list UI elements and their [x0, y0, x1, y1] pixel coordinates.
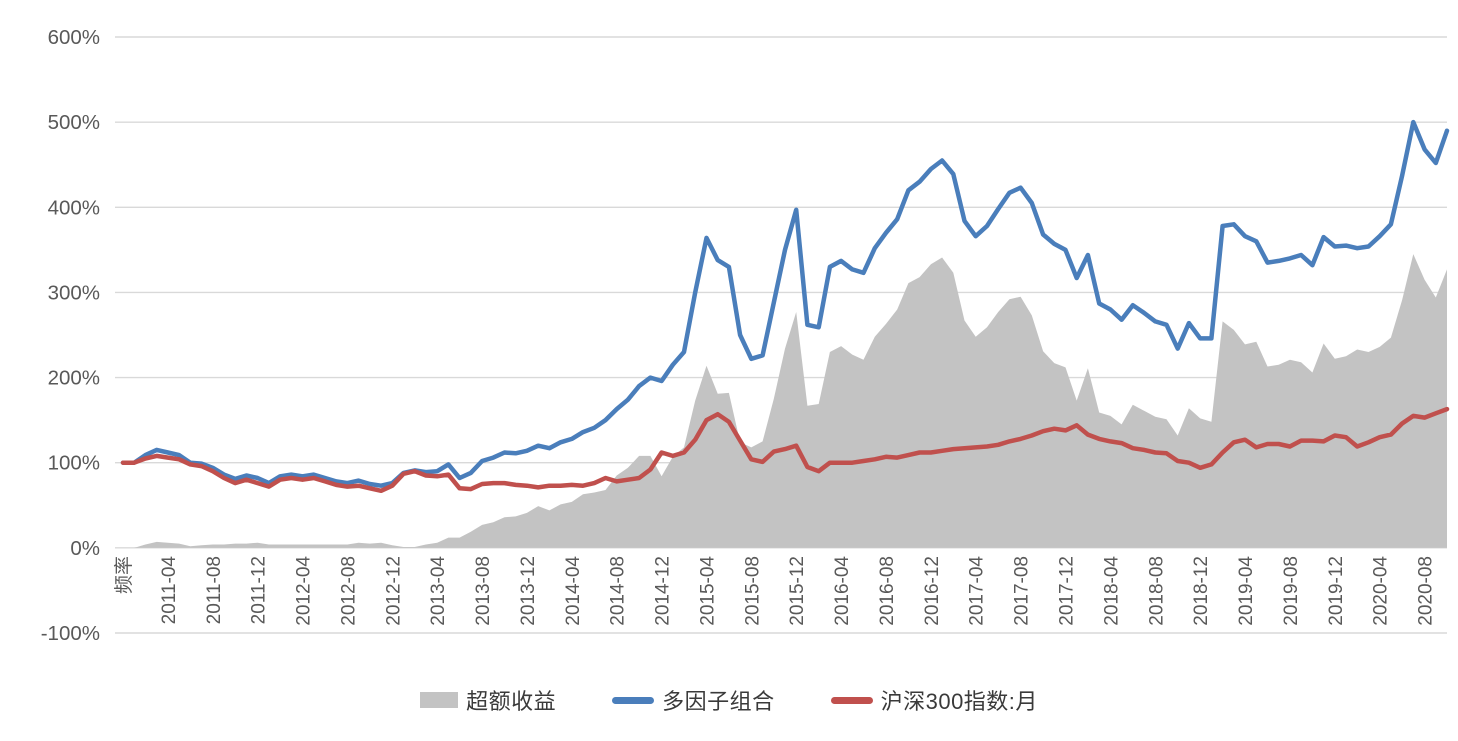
- legend-label-excess-return: 超额收益: [466, 689, 557, 714]
- legend-swatch-csi300: [830, 696, 873, 704]
- x-tick-label: 2019-08: [1281, 556, 1302, 626]
- x-tick-label: 2016-04: [832, 556, 853, 626]
- x-tick-label: 2019-12: [1326, 556, 1347, 626]
- y-tick-label: 500%: [48, 111, 100, 134]
- legend-item-excess-return: 超额收益: [420, 684, 556, 716]
- x-tick-label: 2018-04: [1101, 556, 1122, 626]
- y-tick-label: 0%: [70, 537, 100, 560]
- x-tick-label: 2011-04: [159, 556, 180, 625]
- x-tick-label: 2018-08: [1146, 556, 1167, 626]
- x-tick-label: 2014-12: [653, 556, 674, 626]
- legend-label-multifactor: 多因子组合: [662, 689, 775, 714]
- x-tick-label: 2014-04: [563, 556, 584, 626]
- legend-swatch-excess-return: [420, 692, 459, 708]
- legend-label-csi300: 沪深300指数:月: [880, 689, 1038, 714]
- x-tick-label: 2019-04: [1236, 556, 1257, 626]
- y-axis-labels: 600% 500% 400% 300% 200% 100% 0% -100%: [41, 26, 100, 645]
- series-line-1: [120, 119, 1450, 488]
- legend-swatch-multifactor: [612, 696, 655, 704]
- series-line-2: [120, 406, 1450, 494]
- x-tick-label: 2012-04: [294, 556, 315, 626]
- y-tick-label: 200%: [48, 367, 100, 390]
- x-tick-label: 2015-12: [787, 556, 808, 626]
- legend-item-csi300: 沪深300指数:月: [830, 684, 1038, 716]
- x-tick-label: 2012-12: [383, 556, 404, 626]
- x-tick-label: 2016-12: [922, 556, 943, 626]
- x-tick-label: 2020-04: [1371, 556, 1392, 626]
- x-tick-label: 频率: [113, 556, 135, 594]
- y-tick-label: 300%: [48, 281, 100, 304]
- legend-item-multifactor: 多因子组合: [612, 684, 775, 716]
- x-tick-label: 2017-08: [1012, 556, 1033, 626]
- y-tick-label: 600%: [48, 26, 100, 49]
- legend: 超额收益 多因子组合 沪深300指数:月: [0, 684, 1458, 716]
- x-tick-label: 2013-04: [428, 556, 449, 626]
- x-tick-label: 2016-08: [877, 556, 898, 626]
- x-tick-label: 2014-08: [608, 556, 629, 626]
- y-tick-label: 400%: [48, 196, 100, 219]
- x-tick-label: 2017-12: [1057, 556, 1078, 626]
- x-tick-label: 2013-12: [518, 556, 539, 626]
- x-tick-label: 2020-08: [1416, 556, 1437, 626]
- x-tick-label: 2015-08: [742, 556, 763, 626]
- y-tick-label: -100%: [41, 622, 100, 645]
- x-tick-label: 2017-04: [967, 556, 988, 626]
- x-axis-labels: 频率 2011-04 2011-08 2011-12 2012-04 2012-08 201…: [113, 556, 1437, 626]
- series-area-0: [123, 254, 1447, 548]
- x-tick-label: 2011-12: [249, 556, 270, 624]
- y-tick-label: 100%: [48, 452, 100, 475]
- x-tick-label: 2018-12: [1191, 556, 1212, 626]
- x-tick-label: 2015-04: [697, 556, 718, 626]
- x-tick-label: 2011-08: [204, 556, 225, 624]
- x-tick-label: 2013-08: [473, 556, 494, 626]
- x-tick-label: 2012-08: [338, 556, 359, 626]
